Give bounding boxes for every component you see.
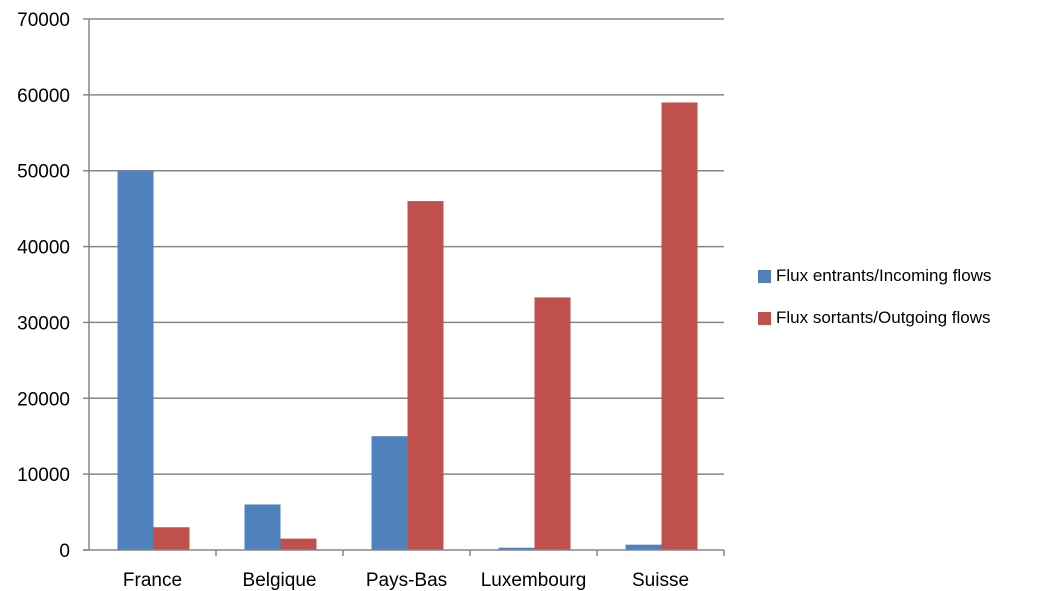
x-category-label: Suisse xyxy=(632,570,689,591)
axes xyxy=(83,18,725,556)
legend-swatch-outgoing xyxy=(758,311,771,325)
y-tick-label: 10000 xyxy=(17,465,70,486)
bar-incoming-belgique xyxy=(244,504,281,550)
legend: Flux entrants/Incoming flows Flux sortan… xyxy=(758,266,991,350)
bar-incoming-pays-bas xyxy=(371,436,408,550)
bar-outgoing-pays-bas xyxy=(407,201,444,551)
bar-outgoing-france xyxy=(153,527,190,550)
gridlines xyxy=(89,18,724,475)
y-tick-label: 20000 xyxy=(17,389,70,410)
bar-incoming-suisse xyxy=(625,544,662,550)
bar-outgoing-luxembourg xyxy=(534,297,571,550)
x-category-label: Pays-Bas xyxy=(366,570,447,591)
y-tick-label: 50000 xyxy=(17,162,70,183)
bars xyxy=(117,102,698,551)
x-category-label: Luxembourg xyxy=(481,570,587,591)
y-tick-label: 30000 xyxy=(17,313,70,334)
legend-item-incoming: Flux entrants/Incoming flows xyxy=(758,266,991,286)
y-tick-labels: 0 10000 20000 30000 40000 50000 60000 70000 xyxy=(17,10,70,562)
bar-incoming-france xyxy=(117,170,154,550)
y-tick-label: 60000 xyxy=(17,86,70,107)
bar-outgoing-belgique xyxy=(280,538,317,550)
legend-swatch-incoming xyxy=(758,269,771,283)
legend-label-outgoing: Flux sortants/Outgoing flows xyxy=(776,308,991,327)
x-category-label: France xyxy=(123,570,182,591)
legend-label-incoming: Flux entrants/Incoming flows xyxy=(776,266,992,285)
x-category-label: Belgique xyxy=(243,570,317,591)
y-tick-label: 70000 xyxy=(17,10,70,31)
legend-item-outgoing: Flux sortants/Outgoing flows xyxy=(758,308,991,328)
bar-outgoing-suisse xyxy=(661,102,698,550)
bar-incoming-luxembourg xyxy=(498,547,535,550)
y-tick-label: 0 xyxy=(59,541,70,562)
y-tick-label: 40000 xyxy=(17,238,70,259)
x-category-labels: France Belgique Pays-Bas Luxembourg Suisse xyxy=(123,570,689,591)
